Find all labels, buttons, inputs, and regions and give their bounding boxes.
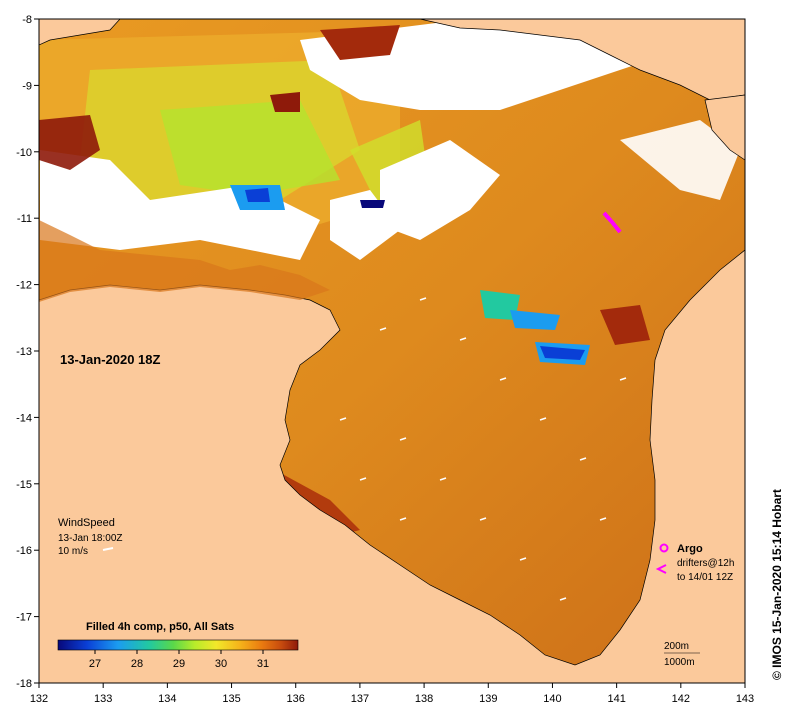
sst-hot-3	[270, 92, 300, 112]
colorbar-tick-label: 27	[89, 658, 101, 670]
sst-cool-3	[510, 310, 560, 330]
lat-tick-label: -17	[16, 612, 32, 624]
lon-tick-label: 138	[415, 693, 433, 705]
cloud-region-5	[620, 120, 740, 200]
sst-cool-1-core	[245, 188, 270, 202]
sst-hot-2	[320, 25, 400, 60]
colorbar-ticks: 27 28 29 30 31	[89, 650, 269, 670]
colorbar-tick-label: 30	[215, 658, 227, 670]
colorbar-title: Filled 4h comp, p50, All Sats	[86, 621, 234, 633]
lat-tick-label: -11	[17, 213, 32, 225]
date-label: 13-Jan-2020 18Z	[60, 352, 161, 367]
argo-drifter-icon	[655, 564, 667, 574]
sst-hot-1	[39, 115, 100, 170]
lon-tick-label: 134	[158, 693, 176, 705]
depth-legend-1000: 1000m	[664, 657, 695, 668]
argo-float-icon	[659, 543, 669, 553]
lat-tick-label: -14	[16, 412, 32, 424]
argo-legend-title: Argo	[677, 543, 703, 555]
lat-tick-label: -8	[22, 14, 32, 26]
longitude-axis: 132 133 134 135 136 137 138 139 140 141 142 143	[30, 683, 754, 705]
argo-legend-drifters: drifters@12h	[677, 558, 734, 569]
land-nw-island	[39, 19, 121, 46]
lat-tick-label: -18	[16, 678, 32, 690]
wind-scale-arrow	[102, 547, 114, 551]
colorbar-tick-label: 29	[173, 658, 185, 670]
colorbar-tick-label: 31	[257, 658, 269, 670]
argo-legend-to: to 14/01 12Z	[677, 572, 733, 583]
lon-tick-label: 137	[351, 693, 369, 705]
sst-cool-4-core	[540, 346, 585, 360]
sst-cool-5	[360, 200, 385, 208]
depth-legend-200: 200m	[664, 641, 689, 652]
lon-tick-label: 142	[672, 693, 690, 705]
sst-cool-2	[480, 290, 520, 320]
colorbar-tick-label: 28	[131, 658, 143, 670]
land-australia	[39, 249, 745, 683]
lat-tick-label: -9	[22, 80, 32, 92]
lon-tick-label: 132	[30, 693, 48, 705]
cloud-region-3	[380, 140, 500, 240]
lon-tick-label: 143	[736, 693, 754, 705]
sst-green-patch	[160, 100, 340, 195]
lat-tick-label: -13	[16, 346, 32, 358]
sst-hot-4	[600, 305, 650, 345]
wind-vectors	[339, 297, 627, 601]
lat-tick-label: -10	[16, 147, 32, 159]
lon-tick-label: 139	[479, 693, 497, 705]
lat-tick-label: -16	[16, 545, 32, 557]
wind-legend-scale: 10 m/s	[58, 546, 88, 557]
lon-tick-label: 136	[287, 693, 305, 705]
lat-tick-label: -12	[16, 280, 32, 292]
colorbar	[57, 639, 299, 651]
credit-text: © IMOS 15-Jan-2020 15:14 Hobart	[770, 489, 784, 680]
wind-legend-title: WindSpeed	[58, 517, 115, 529]
lon-tick-label: 141	[607, 693, 625, 705]
land-new-guinea	[419, 19, 745, 101]
lon-tick-label: 140	[543, 693, 561, 705]
wind-legend-time: 13-Jan 18:00Z	[58, 533, 123, 544]
lon-tick-label: 133	[94, 693, 112, 705]
argo-drifter-track	[602, 211, 622, 234]
land-cape-york-tip	[704, 94, 745, 161]
lon-tick-label: 135	[222, 693, 240, 705]
sst-coastal-band	[39, 220, 330, 302]
latitude-axis: -8 -9 -10 -11 -12 -13 -14 -15 -16 -17 -18	[16, 14, 39, 690]
lat-tick-label: -15	[16, 479, 32, 491]
cloud-region-1	[40, 150, 320, 260]
